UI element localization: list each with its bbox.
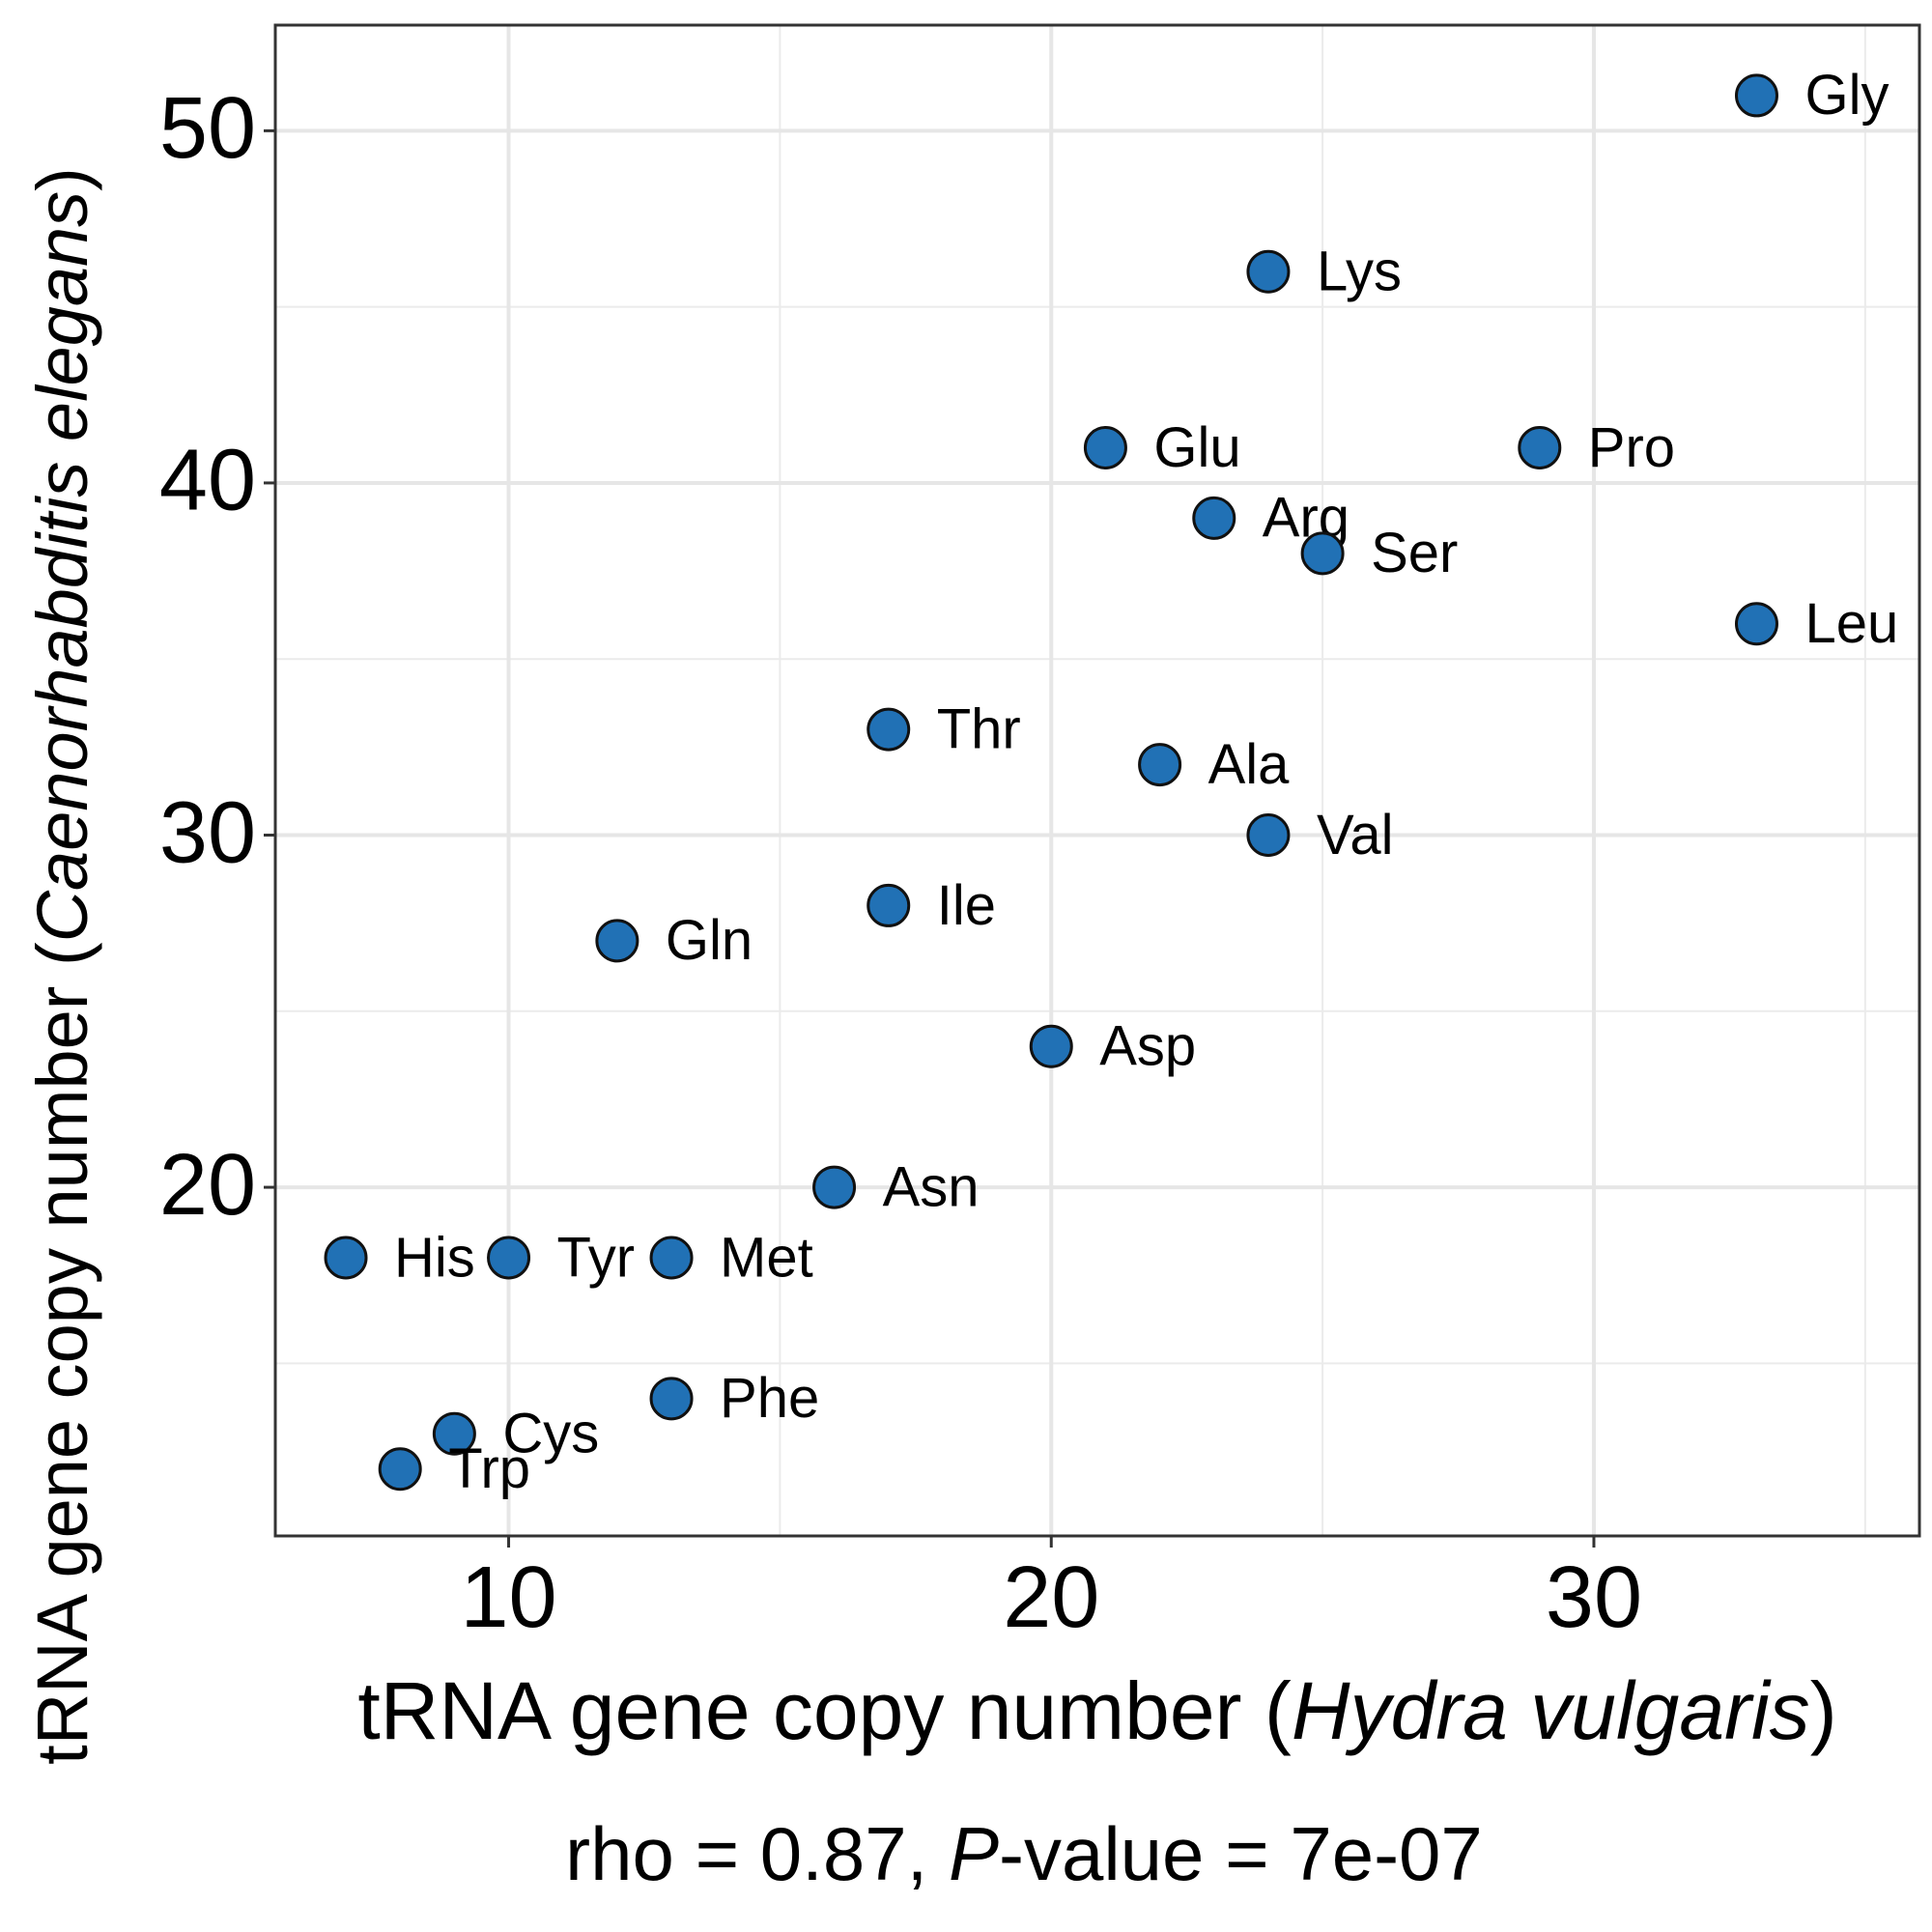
x-tick-label: 20 — [1003, 1549, 1099, 1646]
x-label-part: tRNA gene copy number ( — [357, 1665, 1292, 1756]
subtitle-part: P — [949, 1811, 999, 1896]
point-label: Lys — [1317, 241, 1402, 303]
point — [1734, 602, 1778, 646]
point-label: Pro — [1588, 416, 1675, 479]
point — [1518, 425, 1562, 469]
y-tick-label: 50 — [159, 80, 256, 177]
point-label: Cys — [502, 1403, 599, 1465]
x-tick-label: 10 — [460, 1549, 556, 1646]
point — [1734, 73, 1778, 118]
point-label: Thr — [937, 697, 1021, 760]
y-tick-label: 30 — [159, 784, 256, 881]
point-label: Leu — [1804, 592, 1898, 655]
subtitle-part: -value = 7e-07 — [999, 1811, 1483, 1896]
point — [649, 1236, 694, 1280]
point — [1138, 743, 1182, 787]
subtitle: rho = 0.87, P-value = 7e-07 — [565, 1811, 1483, 1896]
subtitle-part: rho = 0.87, — [565, 1811, 949, 1896]
point — [1083, 425, 1127, 469]
point — [432, 1411, 476, 1456]
grid — [275, 25, 1919, 1536]
x-tick-label: 30 — [1546, 1549, 1642, 1646]
plot-border — [273, 23, 1921, 1538]
point — [867, 707, 911, 752]
point — [487, 1236, 531, 1280]
point — [324, 1236, 368, 1280]
point-label: His — [394, 1226, 475, 1289]
x-label-part: Hydra vulgaris — [1292, 1665, 1810, 1756]
point-label: Ile — [937, 874, 996, 937]
x-axis-label: tRNA gene copy number (Hydra vulgaris) — [357, 1665, 1836, 1756]
point — [1246, 249, 1291, 294]
point — [649, 1377, 694, 1421]
point-label: Trp — [448, 1437, 530, 1500]
point-label: Asn — [883, 1155, 980, 1218]
point-label: Met — [720, 1226, 813, 1289]
point — [1029, 1024, 1073, 1068]
y-tick-label: 20 — [159, 1137, 256, 1234]
point — [1192, 496, 1236, 540]
point-label: Phe — [720, 1367, 819, 1430]
point-label: Tyr — [557, 1226, 636, 1289]
point-label: Gly — [1804, 64, 1889, 127]
point — [867, 883, 911, 927]
point-label: Ser — [1371, 522, 1458, 584]
point — [595, 919, 639, 963]
point — [812, 1165, 857, 1209]
y-label-part: Caenorhabditis elegans — [22, 191, 102, 943]
y-label-part: tRNA gene copy number ( — [22, 942, 102, 1765]
point-label: Glu — [1153, 416, 1240, 479]
point — [1300, 531, 1345, 576]
point-label: Ala — [1208, 733, 1291, 796]
point-label: Asp — [1099, 1015, 1196, 1078]
point-label: Val — [1317, 804, 1394, 867]
point — [1246, 813, 1291, 858]
point — [378, 1447, 422, 1492]
y-axis-label: tRNA gene copy number (Caenorhabditis el… — [22, 167, 102, 1765]
y-label-part: ) — [22, 167, 102, 191]
plot-background — [275, 25, 1919, 1536]
point-label: Gln — [666, 909, 753, 972]
x-label-part: ) — [1810, 1665, 1837, 1756]
y-tick-label: 40 — [159, 433, 256, 529]
